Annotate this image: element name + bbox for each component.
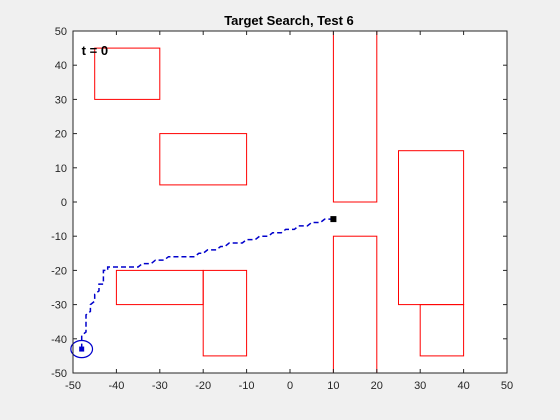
x-tick-label: 10 [327, 380, 339, 392]
y-tick-label: 30 [55, 94, 67, 106]
target-marker [330, 216, 337, 223]
obstacle-rect-2 [159, 133, 248, 186]
y-tick-label: 0 [61, 197, 67, 209]
y-tick-label: -50 [51, 368, 67, 380]
path-layer [80, 218, 334, 350]
axes-background [73, 31, 507, 373]
time-annotation: t = 0 [82, 43, 108, 58]
y-tick-label: 20 [55, 129, 67, 141]
y-tick-label: -20 [51, 265, 67, 277]
x-tick-label: 0 [287, 380, 293, 392]
obstacle-rect-6 [419, 304, 465, 357]
y-tick-label: 10 [55, 163, 67, 175]
x-tick-label: -50 [65, 380, 81, 392]
y-tick-label: -10 [51, 231, 67, 243]
x-tick-label: 50 [501, 380, 513, 392]
x-tick-label: 40 [457, 380, 469, 392]
markers-layer [70, 216, 337, 359]
search-path-line [80, 218, 334, 350]
y-tick-label: 50 [55, 26, 67, 38]
x-tick-label: -30 [152, 380, 168, 392]
x-tick-label: -10 [239, 380, 255, 392]
x-tick-label: -20 [195, 380, 211, 392]
chart-title: Target Search, Test 6 [224, 13, 354, 28]
y-tick-label: -30 [51, 300, 67, 312]
start-marker [79, 346, 85, 352]
x-tick-label: -40 [108, 380, 124, 392]
obstacles-layer [94, 30, 465, 374]
y-axis-ticks: -50 -40 -30 -20 -10 0 10 20 30 40 50 [51, 26, 507, 380]
y-tick-label: 40 [55, 60, 67, 72]
x-tick-label: 20 [371, 380, 383, 392]
x-axis-ticks: -50 -40 -30 -20 -10 0 10 20 30 40 50 [65, 31, 513, 392]
y-tick-label: -40 [51, 334, 67, 346]
x-tick-label: 30 [414, 380, 426, 392]
start-circle [70, 339, 94, 359]
obstacle-rect-8 [202, 269, 248, 357]
obstacle-rect-1 [94, 47, 161, 100]
